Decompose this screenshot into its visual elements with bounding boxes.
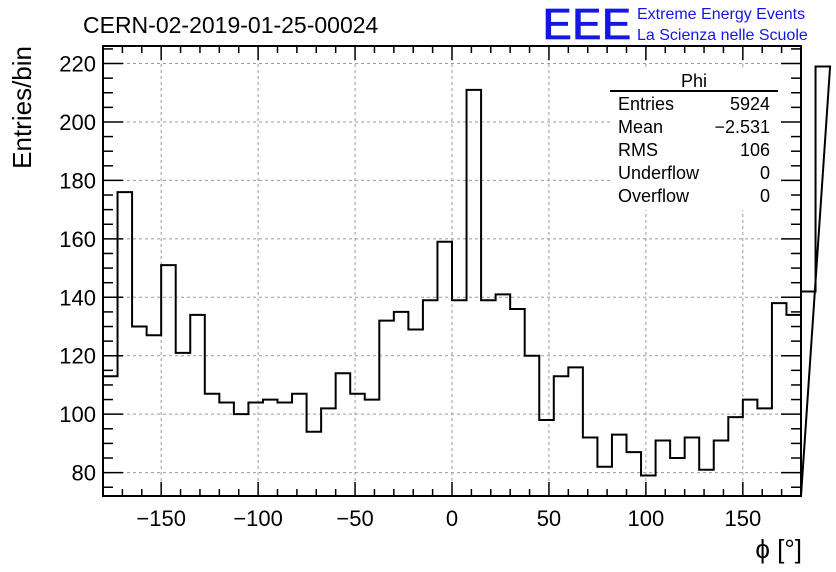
histogram-outline <box>102 65 832 497</box>
x-tick-label: −50 <box>336 506 373 531</box>
stats-row-value: 5924 <box>730 94 770 114</box>
stats-rows: Entries 5924 Mean −2.531 RMS 106 Underflow 0 Ove… <box>618 94 770 206</box>
stats-row-value: −2.531 <box>714 117 770 137</box>
x-tick-label: −100 <box>233 506 283 531</box>
y-tick-label: 220 <box>59 52 96 77</box>
y-tick-label: 200 <box>59 110 96 135</box>
y-tick-label: 140 <box>59 285 96 310</box>
y-tick-label: 120 <box>59 344 96 369</box>
stats-row-value: 106 <box>740 140 770 160</box>
x-tick-label: 100 <box>628 506 665 531</box>
stats-row-label: RMS <box>618 140 658 160</box>
x-tick-labels: −150 −100 −50 0 50 100 150 <box>136 506 761 531</box>
stats-row-label: Underflow <box>618 163 700 183</box>
x-axis-label: ϕ [°] <box>755 534 802 564</box>
chart-title: CERN-02-2019-01-25-00024 <box>83 12 379 38</box>
stats-row-label: Entries <box>618 94 674 114</box>
y-tick-label: 80 <box>72 461 96 486</box>
y-tick-label: 160 <box>59 227 96 252</box>
y-tick-label: 100 <box>59 402 96 427</box>
x-tick-label: 50 <box>537 506 561 531</box>
logo-line-2: La Scienza nelle Scuole <box>637 27 808 44</box>
stats-row-label: Overflow <box>618 186 690 206</box>
stats-box-background <box>610 70 778 210</box>
x-tick-label: 0 <box>446 506 458 531</box>
stats-box: Phi Entries 5924 Mean −2.531 RMS 106 Underflow… <box>610 70 778 210</box>
stats-row-label: Mean <box>618 117 663 137</box>
eee-logo: EEE Extreme Energy Events La Scienza nel… <box>541 0 808 51</box>
logo-line-1: Extreme Energy Events <box>637 6 805 23</box>
x-tick-label: −150 <box>136 506 186 531</box>
x-tick-label: 150 <box>724 506 761 531</box>
eee-logo-mark: EEE <box>542 0 631 50</box>
y-tick-label: 180 <box>59 168 96 193</box>
stats-title: Phi <box>681 71 707 91</box>
y-axis-label: Entries/bin <box>7 46 37 169</box>
stats-row-value: 0 <box>760 163 770 183</box>
stats-row-value: 0 <box>760 186 770 206</box>
axis-ticks <box>102 46 802 496</box>
y-tick-labels: 80 100 120 140 160 180 200 220 <box>59 52 96 486</box>
